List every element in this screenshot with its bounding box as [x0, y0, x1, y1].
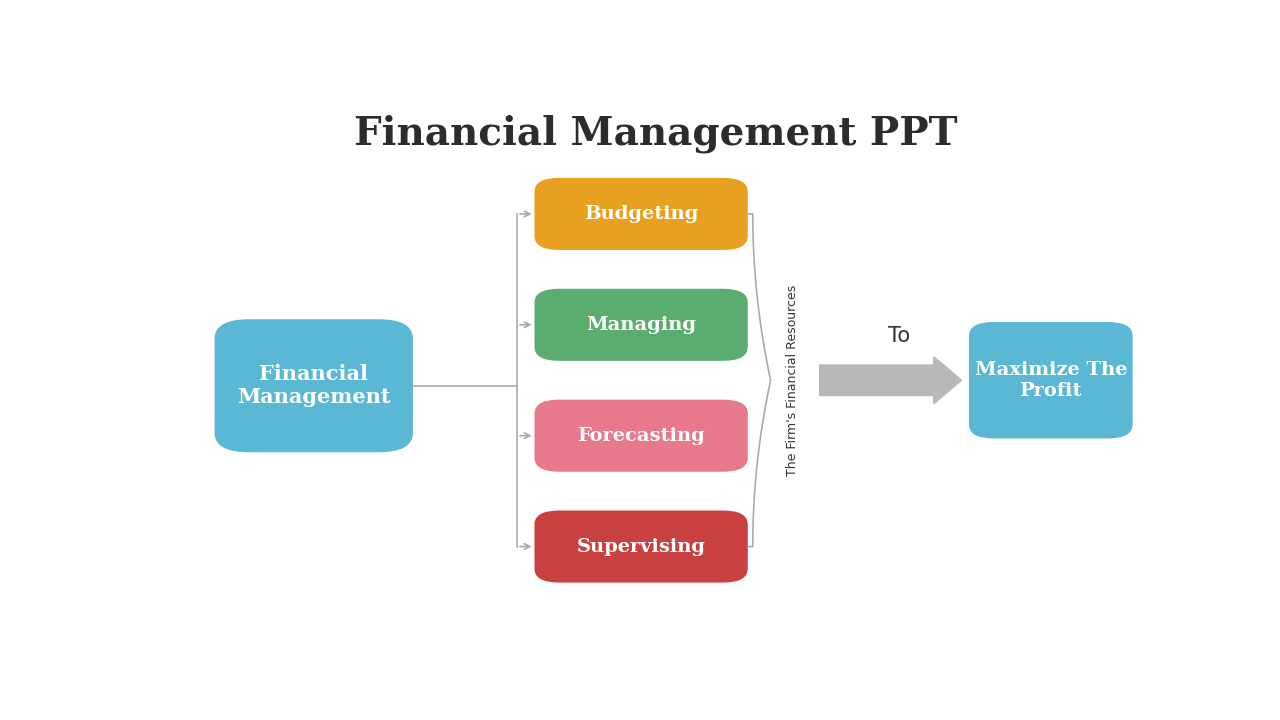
FancyBboxPatch shape: [535, 178, 748, 250]
Text: Financial
Management: Financial Management: [237, 364, 390, 408]
FancyBboxPatch shape: [535, 510, 748, 582]
Text: Financial Management PPT: Financial Management PPT: [355, 114, 957, 153]
Text: To: To: [888, 326, 910, 346]
Text: Supervising: Supervising: [576, 538, 705, 556]
Text: Managing: Managing: [586, 316, 696, 334]
FancyBboxPatch shape: [969, 322, 1133, 438]
FancyArrow shape: [819, 356, 961, 404]
FancyBboxPatch shape: [535, 400, 748, 472]
FancyBboxPatch shape: [215, 319, 413, 452]
Text: Maximize The
Profit: Maximize The Profit: [974, 361, 1128, 400]
Text: Budgeting: Budgeting: [584, 205, 699, 223]
Text: Forecasting: Forecasting: [577, 427, 705, 445]
Text: The Firm's Financial Resources: The Firm's Financial Resources: [786, 284, 800, 476]
FancyBboxPatch shape: [535, 289, 748, 361]
